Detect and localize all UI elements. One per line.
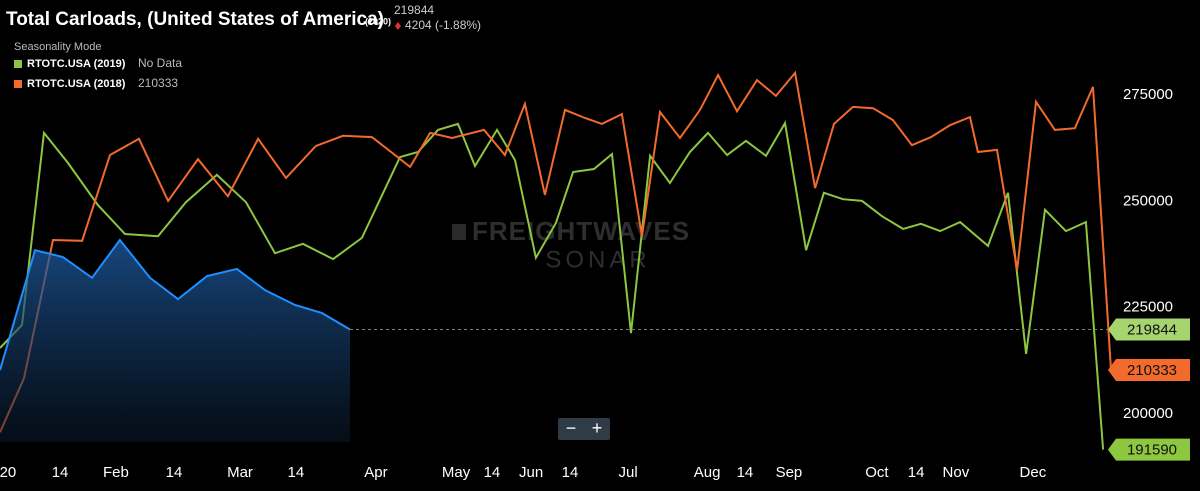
end-tags: 219844 191590 210333: [1108, 318, 1190, 461]
end-tag: [1108, 358, 1190, 381]
zoom-controls: − +: [558, 418, 610, 440]
zoom-out[interactable]: −: [566, 418, 577, 438]
end-tag: [1108, 438, 1190, 461]
y-tick-label: 250000: [1123, 192, 1173, 209]
x-tick-label: Apr: [364, 464, 387, 481]
series-line: [0, 70, 1112, 433]
end-tag-label: 191590: [1127, 442, 1177, 459]
x-tick-label: May: [442, 464, 471, 481]
zoom-in[interactable]: +: [592, 418, 603, 438]
x-tick-label: 14: [52, 464, 69, 481]
y-tick-label: 275000: [1123, 86, 1173, 103]
y-tick-label: 225000: [1123, 299, 1173, 316]
chart-title: Total Carloads, (United States of Americ…: [6, 9, 384, 30]
title-suffix: (2020): [365, 16, 391, 26]
x-tick-label: 14: [737, 464, 754, 481]
zoom-box: [558, 418, 610, 440]
end-tag: [1108, 318, 1190, 341]
x-tick-label: 20: [0, 464, 16, 481]
x-tick-label: 14: [484, 464, 501, 481]
mode-label: Seasonality Mode: [14, 41, 101, 53]
header: Total Carloads, (United States of Americ…: [6, 3, 481, 53]
series-line: [0, 120, 1105, 450]
legend-label: RTOTC.USA (2019): [27, 58, 126, 70]
x-tick-label: 14: [562, 464, 579, 481]
x-tick-label: Dec: [1020, 464, 1047, 481]
y-tick-label: 200000: [1123, 405, 1173, 422]
end-tag-label: 219844: [1127, 321, 1177, 338]
x-tick-label: 14: [166, 464, 183, 481]
current-value: 219844: [394, 3, 434, 17]
x-tick-label: 14: [908, 464, 925, 481]
watermark: FREIGHTWAVES SONAR: [452, 216, 690, 273]
watermark-sub: SONAR: [545, 246, 650, 273]
change-icon: [395, 22, 401, 30]
legend: RTOTC.USA (2019) No Data RTOTC.USA (2018) 2…: [14, 56, 182, 90]
x-tick-label: Jul: [619, 464, 638, 481]
legend-swatch: [14, 60, 22, 68]
watermark-icon: [452, 224, 466, 240]
x-tick-label: Sep: [776, 464, 803, 481]
legend-value: No Data: [138, 56, 182, 70]
x-tick-label: Mar: [227, 464, 253, 481]
area: [0, 240, 351, 442]
watermark-text: FREIGHTWAVES: [472, 216, 690, 246]
x-tick-label: Jun: [519, 464, 543, 481]
change-label: 4204 (-1.88%): [405, 18, 481, 32]
x-tick-label: Feb: [103, 464, 129, 481]
x-tick-label: Aug: [694, 464, 721, 481]
legend-label: RTOTC.USA (2018): [27, 78, 126, 90]
legend-swatch: [14, 80, 22, 88]
x-tick-label: 14: [288, 464, 305, 481]
x-tick-label: Nov: [943, 464, 970, 481]
series-line: [0, 238, 351, 371]
end-tag-label: 210333: [1127, 362, 1177, 379]
x-tick-label: Oct: [865, 464, 889, 481]
legend-value: 210333: [138, 76, 178, 90]
plot: 200000 225000 250000 275000 20 14 Feb 14 Mar 14 Ap…: [0, 70, 1173, 481]
